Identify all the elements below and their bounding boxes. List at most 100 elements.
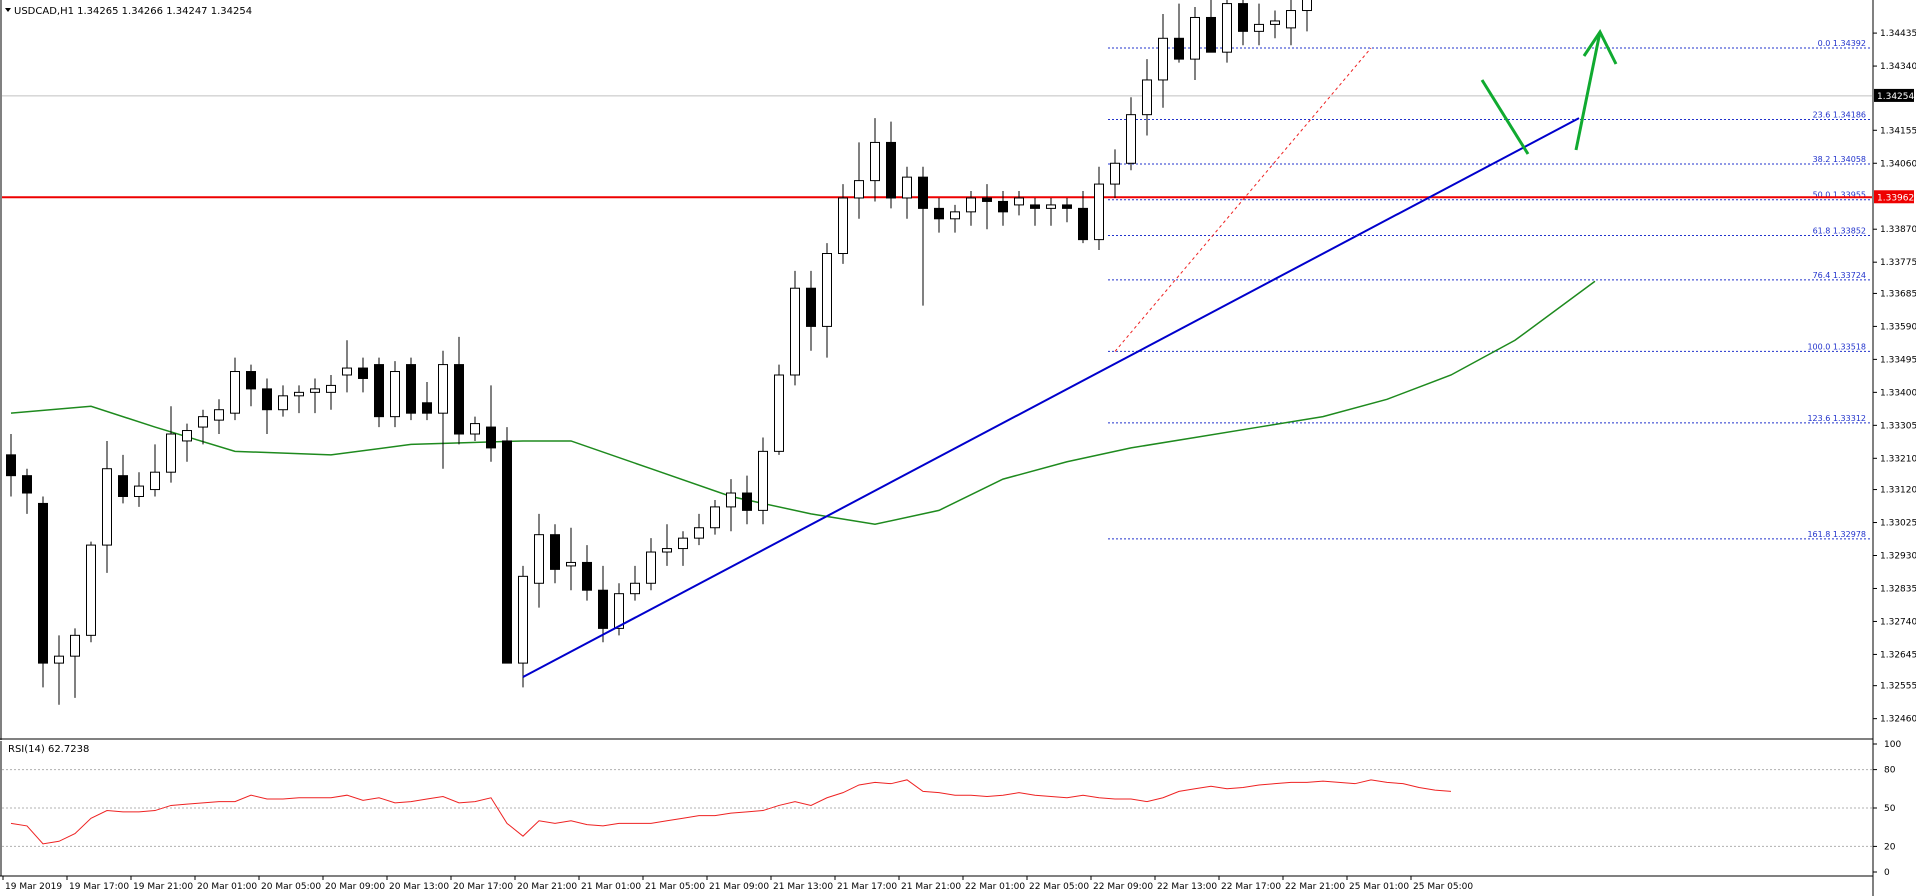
candle-body-bull	[390, 371, 400, 418]
candle	[1302, 0, 1312, 32]
candle-body-bull	[822, 253, 832, 327]
candle-body-bear	[406, 364, 416, 414]
current-price-tag	[1874, 88, 1914, 102]
collapse-triangle-icon[interactable]	[5, 8, 11, 12]
price-tick-label: 1.34435	[1880, 29, 1916, 39]
candle	[566, 527, 576, 591]
candle-body-bear	[998, 200, 1008, 213]
candle	[182, 423, 192, 462]
price-tick-label: 1.33495	[1880, 355, 1916, 365]
candle-body-bull	[1286, 10, 1296, 29]
candle	[726, 479, 736, 532]
candle-body-bull	[678, 537, 688, 550]
time-tick-label: 22 Mar 01:00	[965, 882, 1025, 892]
candle	[678, 531, 688, 566]
candle	[38, 496, 48, 688]
candle-body-bear	[502, 440, 512, 664]
fib-level-label: 0.0 1.34392	[1818, 39, 1866, 48]
pullback-arrow	[1480, 79, 1530, 155]
support-trendline[interactable]	[522, 117, 1580, 678]
candle-body-bear	[246, 371, 256, 390]
price-tick-label: 1.32645	[1880, 650, 1916, 660]
candle-body-bull	[438, 364, 448, 414]
time-tick-label: 20 Mar 13:00	[389, 882, 449, 892]
candle	[166, 406, 176, 483]
upside-arrow-head	[1582, 29, 1618, 65]
candle	[870, 118, 880, 202]
rsi-line-layer	[10, 779, 1452, 845]
candle	[790, 270, 800, 386]
time-axis: 19 Mar 2019 19 Mar 17:00 19 Mar 21:00 20 Ma…	[2, 876, 1473, 892]
candle-body-bull	[278, 395, 288, 411]
candle	[470, 416, 480, 441]
candle	[262, 378, 272, 435]
price-tick-label: 1.32740	[1880, 617, 1916, 627]
candle-body-bull	[102, 468, 112, 546]
time-tick-label: 20 Mar 21:00	[517, 882, 577, 892]
fib-level-label: 61.8 1.33852	[1813, 226, 1866, 235]
candle-body-bull	[1270, 20, 1280, 25]
candle-body-bull	[470, 423, 480, 435]
time-tick-label: 20 Mar 01:00	[197, 882, 257, 892]
fib-level-label: 50.0 1.33955	[1813, 191, 1866, 200]
candle-body-bull	[646, 551, 656, 584]
candle-body-bull	[566, 561, 576, 567]
candle-body-bull	[838, 197, 848, 255]
candle	[1046, 197, 1056, 226]
candle	[118, 454, 128, 504]
candle	[822, 243, 832, 358]
candle	[102, 440, 112, 573]
candle-body-bull	[870, 141, 880, 182]
candle	[54, 635, 64, 705]
candle	[998, 191, 1008, 226]
candle-body-bear	[422, 402, 432, 414]
candle-body-bear	[550, 534, 560, 570]
candle	[550, 524, 560, 584]
time-tick-label: 21 Mar 21:00	[901, 882, 961, 892]
candle-body-bear	[1174, 37, 1184, 60]
candle	[22, 468, 32, 514]
candle	[806, 270, 816, 351]
fib-level-label: 76.4 1.33724	[1813, 271, 1866, 280]
moving-average-line	[10, 280, 1596, 526]
time-tick-label: 20 Mar 05:00	[261, 882, 321, 892]
candle-body-bull	[1094, 183, 1104, 241]
candle	[1238, 0, 1248, 46]
candle	[694, 513, 704, 546]
candle-body-bear	[1206, 16, 1216, 53]
time-tick-label: 20 Mar 17:00	[453, 882, 513, 892]
candle-body-bull	[518, 575, 528, 664]
price-tick-label: 1.33775	[1880, 258, 1916, 268]
candle-body-bear	[22, 475, 32, 494]
time-tick-label: 22 Mar 17:00	[1221, 882, 1281, 892]
rsi-tick-label: 20	[1884, 842, 1896, 852]
candle-body-bear	[1078, 207, 1088, 241]
candle-body-bull	[230, 371, 240, 414]
candle	[358, 357, 368, 393]
candle-body-bear	[454, 364, 464, 435]
time-tick-label: 21 Mar 13:00	[773, 882, 833, 892]
candle-body-bear	[1030, 204, 1040, 209]
time-tick-label: 25 Mar 01:00	[1349, 882, 1409, 892]
price-tick-label: 1.33400	[1880, 388, 1916, 398]
candle	[1126, 97, 1136, 171]
candle-body-bear	[982, 197, 992, 202]
fib-level-label: 123.6 1.33312	[1807, 414, 1866, 423]
candle	[902, 166, 912, 219]
candle-body-bull	[54, 655, 64, 664]
candle	[630, 565, 640, 601]
price-tick-label: 1.32930	[1880, 552, 1916, 562]
candle-body-bull	[950, 211, 960, 220]
candle	[1014, 191, 1024, 216]
time-tick-label: 21 Mar 17:00	[837, 882, 897, 892]
fib-level-label: 38.2 1.34058	[1813, 155, 1866, 164]
candle-body-bear	[118, 475, 128, 497]
time-tick-label: 21 Mar 01:00	[581, 882, 641, 892]
fibonacci-layer: 0.0 1.34392 23.6 1.34186 38.2 1.34058 50.0 …	[1108, 39, 1872, 540]
candle-body-bull	[310, 388, 320, 393]
candle	[70, 628, 80, 698]
price-tick-label: 1.34060	[1880, 159, 1916, 169]
candle	[278, 385, 288, 417]
